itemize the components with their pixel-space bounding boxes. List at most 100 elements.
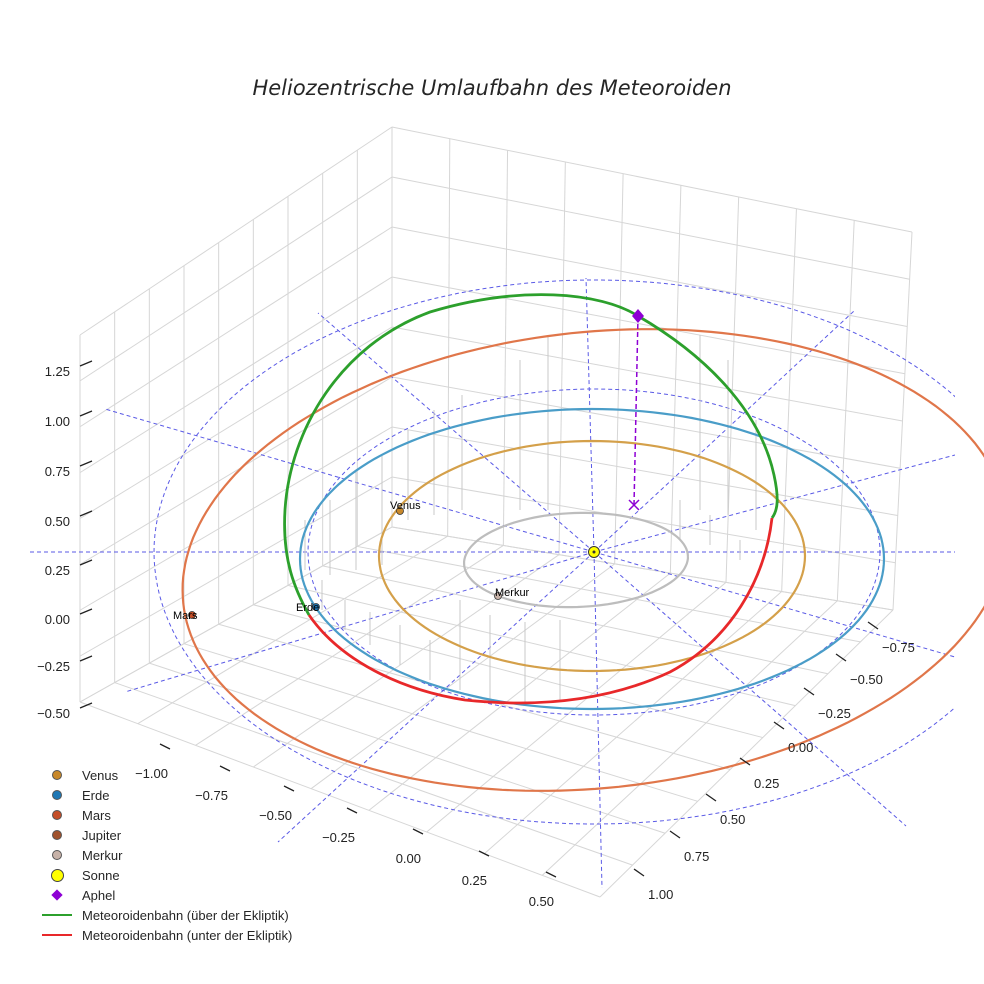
planet-marker-erde xyxy=(312,603,320,611)
meteoroid-orbit xyxy=(283,293,779,705)
legend: Venus Erde Mars Jupiter Merkur Sonne Aph… xyxy=(40,765,292,945)
y-tick-label: 0.00 xyxy=(788,740,813,755)
ecliptic-grid xyxy=(30,277,955,889)
ecliptic-spoke xyxy=(593,551,907,827)
ecliptic-spoke xyxy=(585,277,595,553)
y-tick-label: 0.25 xyxy=(754,776,779,791)
legend-item-venus: Venus xyxy=(40,765,292,785)
legend-item-mars: Mars xyxy=(40,805,292,825)
grid-line xyxy=(322,565,828,675)
planet-marker-merkur xyxy=(494,592,502,600)
z-tick-label: 0.50 xyxy=(45,514,70,529)
grid-line xyxy=(599,609,894,898)
y-tick-mark xyxy=(739,757,751,766)
legend-label: Jupiter xyxy=(82,827,122,843)
grid-line xyxy=(310,563,615,790)
grid-line xyxy=(79,276,393,474)
mercury-marker-icon xyxy=(52,850,62,860)
red-line-icon xyxy=(42,934,72,936)
legend-label: Meteoroidenbahn (unter der Ekliptik) xyxy=(82,927,293,943)
planet-label-venus: Venus xyxy=(390,500,421,512)
aphel-marker-icon xyxy=(51,889,63,901)
z-tick-label: 0.75 xyxy=(45,464,70,479)
ecliptic-spoke xyxy=(124,551,595,693)
grid-line xyxy=(253,604,763,739)
x-tick-mark xyxy=(545,871,557,878)
z-tick-label: 1.25 xyxy=(45,364,70,379)
x-tick-label: −0.50 xyxy=(259,808,292,823)
legend-label: Venus xyxy=(82,767,119,783)
legend-label: Erde xyxy=(82,787,110,803)
x-tick-mark xyxy=(346,807,358,814)
grid-line xyxy=(79,176,393,382)
y-tick-mark xyxy=(669,830,681,839)
z-tick-mark xyxy=(79,460,93,467)
grid-line xyxy=(253,554,560,768)
grid-line xyxy=(391,426,898,516)
green-line-icon xyxy=(42,914,72,916)
aphel-ecliptic-cross xyxy=(628,499,640,511)
legend-label: Aphel xyxy=(82,887,116,903)
x-tick-label: −0.75 xyxy=(195,788,228,803)
grid-line xyxy=(541,600,838,876)
grid-line xyxy=(183,643,698,802)
grid-line xyxy=(287,584,796,707)
y-tick-mark xyxy=(867,621,879,630)
legend-item-merkur: Merkur xyxy=(40,845,292,865)
x-tick-label: 0.25 xyxy=(462,873,487,888)
ecliptic-spoke xyxy=(104,408,595,553)
earth-marker-icon xyxy=(52,790,62,800)
ecliptic-spoke xyxy=(593,310,855,553)
z-tick-label: −0.50 xyxy=(37,706,70,721)
x-tick-label: −0.25 xyxy=(322,830,355,845)
grid-line xyxy=(391,226,908,327)
x-tick-mark xyxy=(478,850,490,857)
y-tick-label: 0.75 xyxy=(684,849,709,864)
z-tick-label: 0.00 xyxy=(45,612,70,627)
grid-line xyxy=(79,426,393,611)
x-tick-mark xyxy=(412,828,424,835)
legend-label: Sonne xyxy=(82,867,120,883)
z-tick-mark xyxy=(79,559,93,566)
x-tick-label: −1.00 xyxy=(135,766,168,781)
x-tick-mark xyxy=(159,743,171,750)
grid-line xyxy=(391,326,903,422)
aphel-marker xyxy=(632,309,644,323)
venus-marker-icon xyxy=(52,770,62,780)
sun-marker-icon xyxy=(50,868,64,882)
meteoroid-orbit-below xyxy=(307,517,774,705)
z-tick-mark xyxy=(79,410,93,417)
planet-orbits xyxy=(181,328,984,792)
grid-line xyxy=(114,682,633,866)
z-tick-mark xyxy=(79,360,93,367)
x-tick-label: 0.00 xyxy=(396,851,421,866)
axis-ticks: 1.25 1.00 0.75 0.50 0.25 0.00 −0.25 −0.50 −1.00 −… xyxy=(37,360,915,909)
legend-item-meteoroid-below: Meteoroidenbahn (unter der Ekliptik) xyxy=(40,925,292,945)
orbit-venus xyxy=(377,439,807,673)
legend-label: Mars xyxy=(82,807,111,823)
ecliptic-spoke xyxy=(317,312,595,553)
orbit-erde xyxy=(298,407,886,711)
jupiter-marker-icon xyxy=(52,830,62,840)
grid-line xyxy=(484,591,782,855)
y-tick-label: 1.00 xyxy=(648,887,673,902)
legend-item-meteoroid-above: Meteoroidenbahn (über der Ekliptik) xyxy=(40,905,292,925)
legend-item-erde: Erde xyxy=(40,785,292,805)
y-tick-label: 0.50 xyxy=(720,812,745,827)
grid-line xyxy=(79,376,393,565)
grid-line xyxy=(79,126,393,336)
grid-line xyxy=(426,581,727,833)
planet-marker-mars xyxy=(188,611,196,619)
x-tick-mark xyxy=(283,785,295,792)
grid-line xyxy=(79,476,393,657)
planet-label-mars: Mars xyxy=(173,610,198,622)
z-tick-mark xyxy=(79,510,93,517)
grid-line xyxy=(391,176,910,280)
y-tick-mark xyxy=(633,868,645,877)
grid-line xyxy=(79,326,393,519)
ecliptic-circle-outer xyxy=(153,279,955,825)
ecliptic-spoke xyxy=(593,551,603,889)
grid-line xyxy=(391,126,913,233)
ecliptic-spoke xyxy=(277,551,595,843)
